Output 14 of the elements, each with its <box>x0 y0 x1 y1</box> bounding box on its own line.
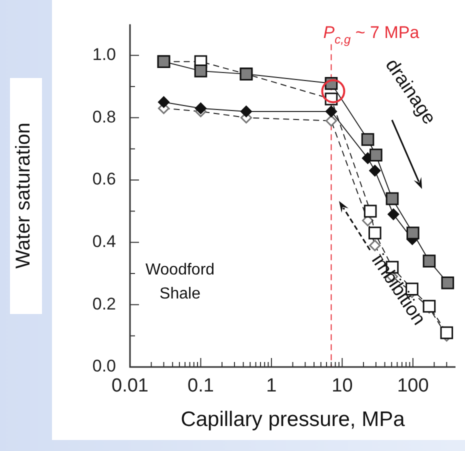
x-tick-label: 0.01 <box>112 376 148 397</box>
y-tick-label: 0.2 <box>92 294 116 314</box>
y-tick-label: 0.8 <box>92 107 116 126</box>
y-tick-label: 1.0 <box>92 45 116 64</box>
x-axis-title: Capillary pressure, MPa <box>180 408 406 432</box>
annotation: Woodford Shale <box>145 261 215 302</box>
y-tick-label: 0.4 <box>92 232 116 252</box>
x-tick-label: 100 <box>397 376 429 397</box>
y-axis-title: Water saturation <box>12 122 35 269</box>
y-tick-label: 0.6 <box>92 170 116 189</box>
x-tick-label: 1 <box>266 376 277 397</box>
x-tick-label: 10 <box>332 376 353 397</box>
x-tick-label: 0.1 <box>188 376 214 397</box>
y-tick-label: 0.0 <box>92 356 116 376</box>
